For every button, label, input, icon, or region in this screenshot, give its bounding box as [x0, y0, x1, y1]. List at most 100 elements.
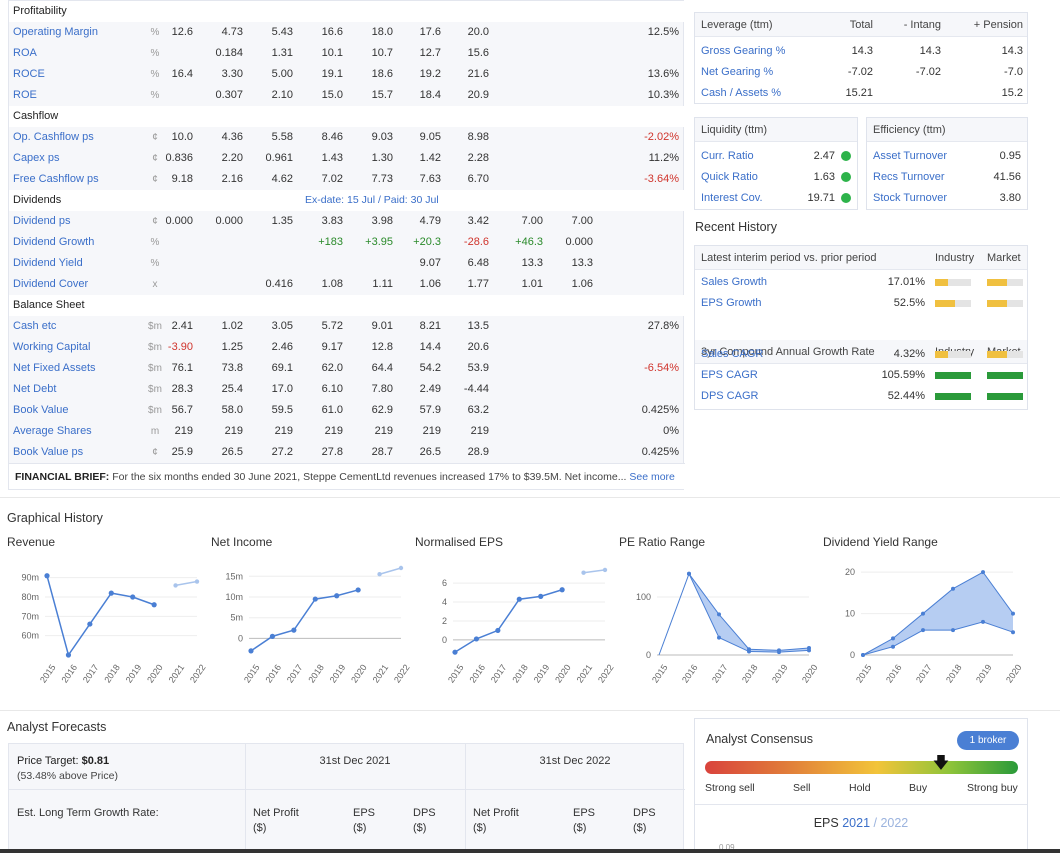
cell-value: 10.7: [371, 47, 393, 59]
history-metric-link[interactable]: DPS CAGR: [701, 390, 759, 402]
data-point[interactable]: [108, 590, 114, 596]
efficiency-value: 41.56: [993, 171, 1021, 183]
efficiency-metric-link[interactable]: Asset Turnover: [873, 150, 947, 162]
range-high-point[interactable]: [921, 611, 925, 616]
data-point[interactable]: [291, 627, 297, 633]
data-point[interactable]: [559, 587, 565, 593]
liquidity-metric-link[interactable]: Interest Cov.: [701, 192, 763, 204]
table-row: Dividend Growth% +183 +3.95 +20.3 -28.6 +46.3…: [9, 232, 685, 253]
broker-badge[interactable]: 1 broker: [957, 731, 1019, 750]
section-header: Profitability: [9, 1, 685, 22]
range-low-point[interactable]: [717, 635, 721, 640]
metric-link[interactable]: Dividend ps: [13, 215, 71, 227]
range-high-point[interactable]: [951, 586, 955, 591]
unit: %: [150, 258, 160, 269]
metric-link[interactable]: Dividend Cover: [13, 278, 89, 290]
data-point[interactable]: [87, 621, 93, 627]
metric-link[interactable]: Book Value: [13, 404, 69, 416]
table-row: ROA% 0.184 1.31 10.1 10.7 12.7 15.6: [9, 43, 685, 64]
range-low-point[interactable]: [951, 628, 955, 633]
history-metric-link[interactable]: EPS Growth: [701, 297, 762, 309]
range-high-point[interactable]: [981, 570, 985, 575]
history-metric-link[interactable]: Sales CAGR: [701, 348, 764, 360]
data-point[interactable]: [248, 648, 254, 654]
range-low-point[interactable]: [807, 648, 811, 653]
liquidity-metric-link[interactable]: Curr. Ratio: [701, 150, 754, 162]
growth-value: 12.5%: [647, 26, 679, 38]
x-tick-label: 2015: [650, 663, 670, 685]
table-row: Net Fixed Assets $m 76.1 73.8 69.1 62.0 64.4 54…: [9, 358, 685, 379]
see-more-link[interactable]: See more: [629, 471, 675, 483]
range-high-point[interactable]: [891, 636, 895, 641]
data-point[interactable]: [538, 593, 544, 599]
cell-value: 28.7: [371, 446, 393, 458]
cell-value: 3.42: [467, 215, 489, 227]
metric-link[interactable]: Working Capital: [13, 341, 91, 353]
metric-link[interactable]: Average Shares: [13, 425, 92, 437]
cell-value: 4.36: [221, 131, 243, 143]
metric-link[interactable]: Capex ps: [13, 152, 60, 164]
data-point[interactable]: [355, 587, 361, 593]
eps-year-2021[interactable]: 2021: [842, 816, 871, 830]
unit: $m: [148, 363, 162, 374]
leverage-metric-link[interactable]: Gross Gearing %: [701, 45, 786, 57]
data-point[interactable]: [65, 652, 72, 658]
metric-link[interactable]: Dividend Growth: [13, 236, 95, 248]
history-value: 52.44%: [887, 390, 925, 402]
unit: ¢: [152, 447, 158, 458]
data-point[interactable]: [473, 636, 480, 642]
eps-year-2022[interactable]: 2022: [880, 816, 909, 830]
leverage-panel: Leverage (ttm) Total - Intang + Pension …: [694, 12, 1028, 104]
metric-link[interactable]: ROE: [13, 89, 37, 101]
metric-link[interactable]: Dividend Yield: [13, 257, 83, 269]
leverage-metric-link[interactable]: Net Gearing %: [701, 66, 774, 78]
data-point[interactable]: [516, 596, 522, 602]
comparison-bar-fill: [935, 279, 948, 286]
metric-link[interactable]: Book Value ps: [13, 446, 84, 458]
data-point[interactable]: [495, 627, 501, 634]
range-low-point[interactable]: [687, 571, 691, 576]
range-low-point[interactable]: [777, 650, 781, 655]
range-high-point[interactable]: [1011, 611, 1015, 616]
range-low-point[interactable]: [747, 649, 751, 654]
metric-link[interactable]: Cash etc: [13, 320, 57, 332]
metric-link[interactable]: Operating Margin: [13, 26, 98, 38]
metric-link[interactable]: Op. Cashflow ps: [13, 131, 94, 143]
metric-link[interactable]: Free Cashflow ps: [13, 173, 99, 185]
forecast-point[interactable]: [581, 570, 586, 575]
liquidity-metric-link[interactable]: Quick Ratio: [701, 171, 758, 183]
unit: $m: [148, 405, 162, 416]
metric-link[interactable]: Net Fixed Assets: [13, 362, 96, 374]
range-low-point[interactable]: [861, 653, 865, 657]
cell-value: 28.9: [467, 446, 489, 458]
history-metric-link[interactable]: Sales Growth: [701, 276, 768, 288]
efficiency-metric-link[interactable]: Stock Turnover: [873, 192, 947, 204]
efficiency-metric-link[interactable]: Recs Turnover: [873, 171, 945, 183]
data-point[interactable]: [44, 573, 50, 579]
range-low-point[interactable]: [891, 644, 895, 649]
y-tick-label: 0: [850, 650, 855, 660]
range-low-point[interactable]: [1011, 630, 1015, 635]
x-tick-label: 2021: [575, 663, 595, 685]
forecast-point[interactable]: [398, 565, 404, 571]
range-high-point[interactable]: [717, 612, 721, 617]
metric-link[interactable]: ROA: [13, 47, 37, 59]
cell-value: +46.3: [515, 236, 543, 248]
forecast-point[interactable]: [194, 579, 200, 584]
col-industry: Industry: [935, 252, 975, 264]
data-point[interactable]: [269, 633, 276, 639]
forecast-point[interactable]: [173, 583, 178, 588]
range-low-point[interactable]: [921, 628, 925, 633]
data-point[interactable]: [334, 593, 340, 599]
leverage-metric-link[interactable]: Cash / Assets %: [701, 87, 782, 99]
metric-link[interactable]: ROCE: [13, 68, 45, 80]
metric-link[interactable]: Net Debt: [13, 383, 57, 395]
data-point[interactable]: [151, 602, 157, 608]
range-low-point[interactable]: [981, 619, 985, 624]
history-metric-link[interactable]: EPS CAGR: [701, 369, 758, 381]
forecast-point[interactable]: [377, 572, 382, 577]
data-point[interactable]: [452, 649, 458, 655]
data-point[interactable]: [312, 596, 318, 602]
data-point[interactable]: [130, 594, 136, 600]
forecast-point[interactable]: [602, 567, 608, 573]
